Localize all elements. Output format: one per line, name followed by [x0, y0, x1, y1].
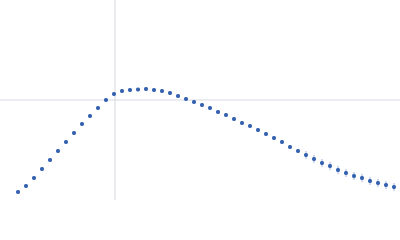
point	[88, 114, 92, 118]
point	[216, 110, 220, 114]
point	[288, 145, 292, 149]
point	[280, 140, 284, 144]
point	[48, 158, 52, 162]
point	[56, 149, 60, 153]
point	[352, 174, 356, 178]
point	[192, 100, 196, 104]
point	[40, 167, 44, 171]
point	[160, 89, 164, 93]
point	[112, 92, 116, 96]
point	[360, 176, 364, 180]
point	[384, 183, 388, 187]
point	[24, 184, 28, 188]
point	[32, 176, 36, 180]
point	[64, 140, 68, 144]
point	[336, 168, 340, 172]
chart	[0, 0, 400, 200]
page: (() => { const data = JSON.parse(documen…	[0, 0, 400, 200]
point	[344, 171, 348, 175]
point	[328, 164, 332, 168]
point	[176, 94, 180, 98]
point	[312, 157, 316, 161]
point	[144, 87, 148, 91]
point	[72, 131, 76, 135]
point	[104, 98, 108, 102]
point	[368, 179, 372, 183]
point	[320, 161, 324, 165]
point	[200, 103, 204, 107]
point	[152, 88, 156, 92]
point	[184, 97, 188, 101]
point	[96, 106, 100, 110]
point	[392, 185, 396, 189]
point	[120, 89, 124, 93]
point	[224, 113, 228, 117]
point	[264, 132, 268, 136]
point	[136, 87, 140, 92]
point	[272, 136, 276, 140]
point	[240, 121, 244, 125]
point	[128, 88, 132, 92]
point	[296, 149, 300, 153]
point	[80, 122, 84, 126]
point	[16, 190, 20, 194]
point	[256, 128, 260, 132]
point	[248, 124, 252, 128]
point	[376, 181, 380, 185]
point	[304, 153, 308, 157]
point	[208, 106, 212, 110]
point	[232, 117, 236, 121]
point	[168, 91, 172, 95]
